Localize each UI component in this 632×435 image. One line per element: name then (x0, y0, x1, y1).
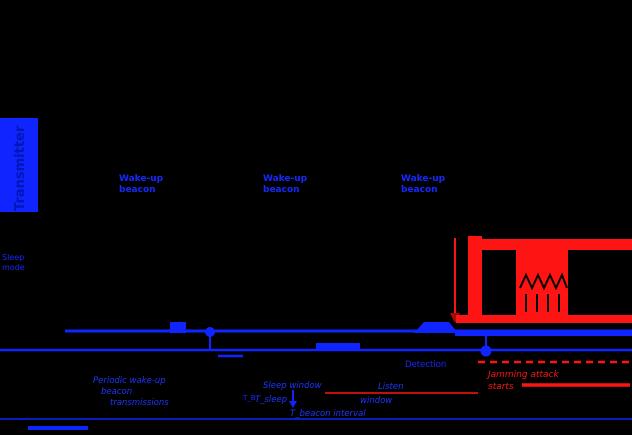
svg-text:Jamming attack: Jamming attack (486, 370, 560, 380)
svg-text:mode: mode (2, 263, 25, 272)
svg-text:beacon: beacon (101, 387, 132, 397)
transmitter-node-label: Transmitter (13, 125, 28, 211)
beacon-label-2: Wake-up beacon (263, 174, 308, 195)
svg-text:Sleep: Sleep (2, 253, 24, 262)
svg-text:Sleep window: Sleep window (263, 381, 322, 391)
svg-text:transmissions: transmissions (110, 398, 169, 408)
timeline-row-b (0, 333, 632, 358)
svg-text:window: window (360, 396, 392, 406)
svg-text:Wake-up: Wake-up (119, 174, 164, 184)
timeline-row-a (65, 322, 632, 350)
svg-text:Listen: Listen (378, 382, 403, 392)
svg-text:beacon: beacon (401, 185, 438, 195)
burst-zigzag-icon (519, 272, 568, 291)
attack-annotation: Jamming attack starts (486, 370, 630, 392)
svg-text:starts: starts (488, 382, 514, 392)
beacon-label-3: Wake-up beacon (401, 174, 446, 195)
beacon-label-1: Wake-up beacon (119, 174, 164, 195)
svg-text:T_beacon interval: T_beacon interval (290, 409, 366, 419)
svg-text:beacon: beacon (263, 185, 300, 195)
jamming-region (450, 236, 632, 323)
svg-text:T_B: T_B (242, 394, 256, 402)
svg-text:Wake-up: Wake-up (263, 174, 308, 184)
row-a-step-pulse (414, 322, 458, 333)
transmitter-node-box (0, 118, 38, 212)
svg-text:Wake-up: Wake-up (401, 174, 446, 184)
detection-label: Detection (405, 360, 446, 370)
jamming-pulse-bar (468, 236, 482, 317)
row-a-highlight-segment (316, 343, 360, 350)
row-b-event-dot (480, 345, 492, 357)
svg-text:beacon: beacon (119, 185, 156, 195)
svg-text:Periodic wake-up: Periodic wake-up (93, 376, 166, 386)
left-annotation-cluster: Periodic wake-up beacon transmissions (93, 376, 169, 408)
jamming-band-bottom (456, 315, 632, 323)
row-a-event-dot (205, 327, 215, 337)
right-annotation-cluster: Listen window (360, 382, 403, 406)
row-a-pulse (170, 322, 186, 333)
down-arrow-icon (289, 401, 297, 408)
sleep-mode-label: Sleep mode (2, 253, 25, 272)
mid-annotation-cluster: Sleep window T_sleep T_beacon interval T… (242, 381, 366, 419)
svg-text:T_sleep: T_sleep (255, 395, 287, 405)
